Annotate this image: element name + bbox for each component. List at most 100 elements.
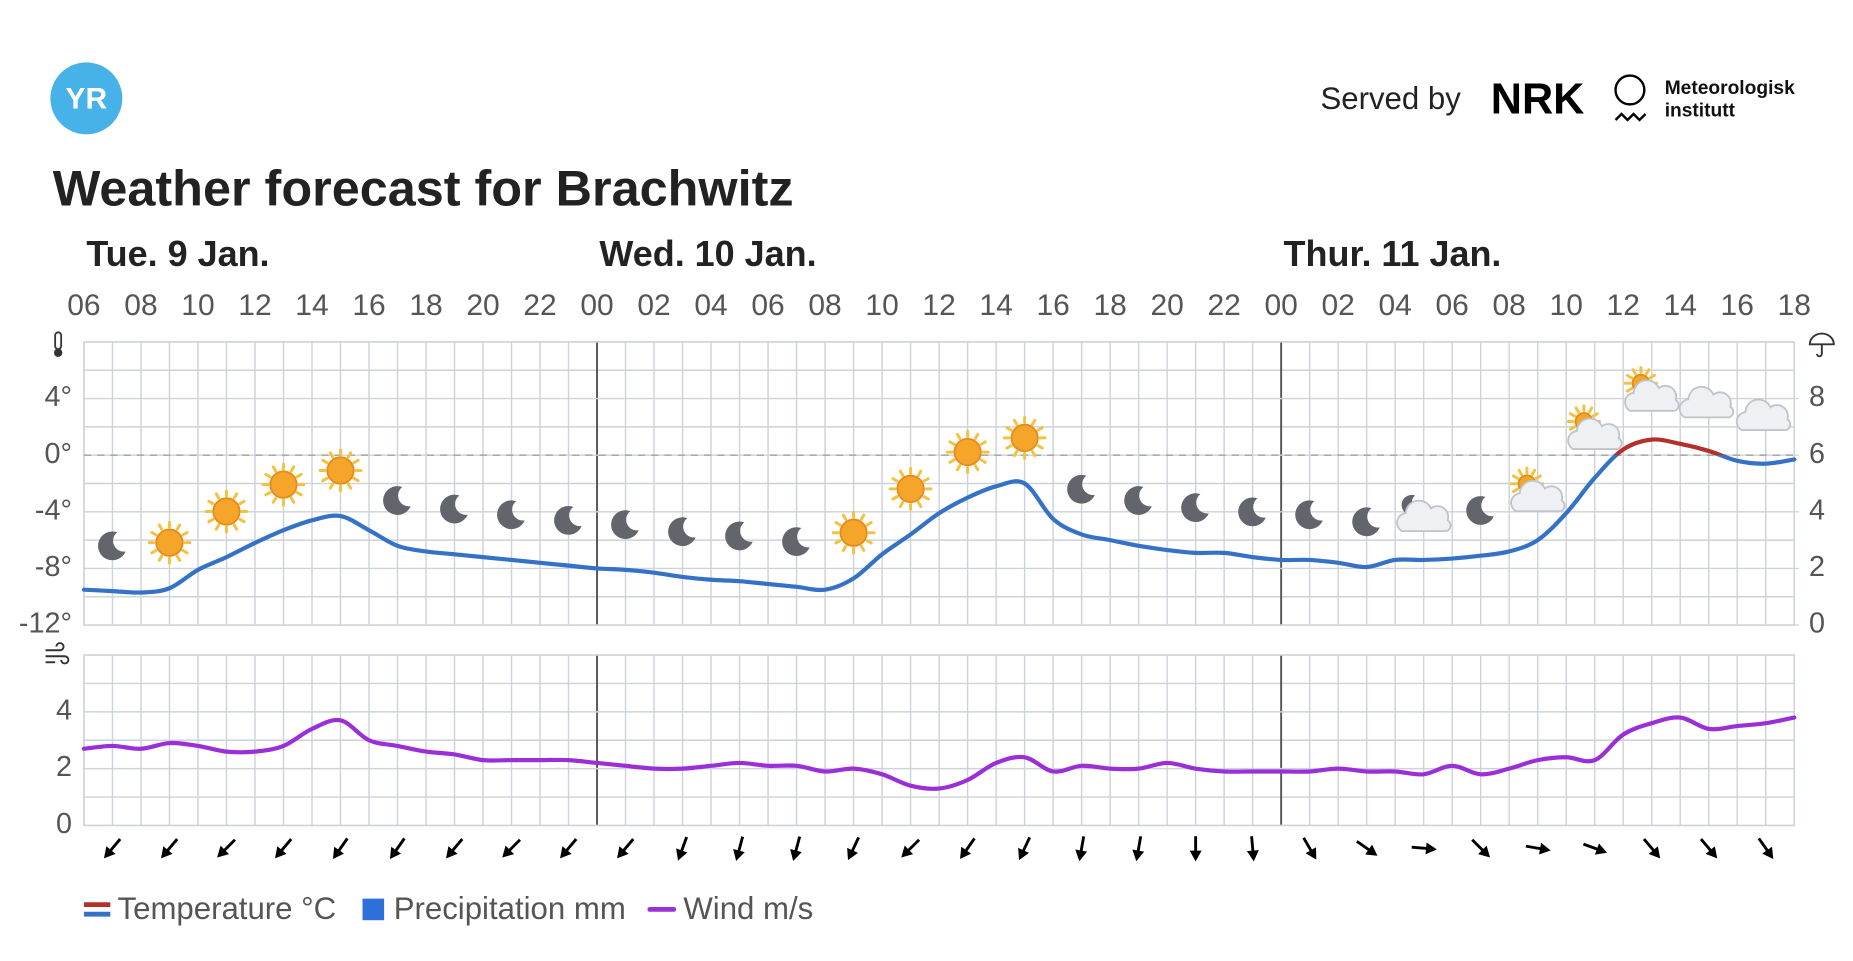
arrow-head — [1246, 850, 1259, 862]
sun-ray — [1012, 449, 1019, 458]
wind-tick-label: 4 — [56, 694, 72, 726]
x-tick-label: 00 — [580, 289, 613, 322]
wind-arrow — [1189, 836, 1202, 862]
sun-ray — [271, 465, 278, 473]
sun-ray — [865, 521, 873, 527]
wind-arrow — [217, 838, 236, 858]
sun-ray — [916, 469, 923, 477]
arrow-head — [733, 848, 745, 861]
weather-symbol — [1466, 496, 1494, 525]
sun-ray — [1587, 406, 1594, 414]
sun-ray — [264, 490, 272, 497]
legend-swatch — [362, 898, 385, 921]
sun-ray — [238, 499, 246, 506]
arrow-head — [446, 846, 458, 859]
weather-symbol — [554, 505, 582, 535]
arrow-head — [217, 845, 230, 858]
weather-symbol — [888, 466, 933, 511]
wind-arrow — [1302, 837, 1317, 860]
wind-arrow — [1757, 837, 1774, 860]
weather-symbol — [1566, 404, 1623, 450]
met-name: Meteorologisk — [1665, 78, 1795, 99]
legend-item: Precipitation mm — [362, 891, 626, 926]
nrk-logo[interactable]: NRK — [1491, 75, 1585, 123]
sun-ray — [1625, 373, 1634, 380]
sun-ray — [891, 495, 899, 501]
yr-logo[interactable]: YR — [50, 62, 123, 135]
wind-arrow — [502, 838, 522, 858]
x-tick-label: 12 — [922, 289, 955, 322]
x-tick-label: 14 — [1664, 289, 1697, 322]
sun-disc — [326, 456, 355, 485]
sun-ray — [834, 521, 842, 527]
moon — [1181, 493, 1209, 523]
sun-ray — [1625, 387, 1634, 393]
sun-ray — [207, 517, 215, 524]
sun-ray — [1530, 468, 1537, 476]
weather-symbol — [945, 430, 990, 474]
moon — [782, 527, 810, 557]
arrow-head — [332, 846, 345, 860]
legend-label: Precipitation mm — [394, 891, 626, 926]
cloud — [1510, 479, 1566, 513]
legend-item: Wind m/s — [647, 891, 813, 926]
wind-arrow — [676, 836, 689, 861]
y-tick-label: -8° — [35, 551, 72, 583]
sun-ray — [181, 548, 189, 555]
arrow-head — [1189, 850, 1202, 862]
arrow-head — [275, 846, 287, 859]
x-tick-label: 04 — [1378, 289, 1411, 322]
weather-symbol — [1295, 500, 1323, 530]
legend-label: Temperature °C — [118, 891, 337, 926]
arrow-head — [617, 846, 629, 859]
sun-disc — [155, 528, 184, 557]
weather-symbol — [440, 494, 468, 524]
sun-ray — [328, 482, 335, 490]
sun-ray — [1631, 368, 1638, 376]
arrow-head — [676, 848, 688, 861]
grid — [83, 341, 1795, 827]
wind-tick-label: 2 — [56, 751, 72, 783]
weather-symbol — [1623, 366, 1680, 412]
wind-icon — [45, 642, 70, 665]
sun-ray — [289, 496, 296, 504]
sun-ray — [1644, 368, 1651, 376]
moon — [1466, 496, 1494, 525]
y2-tick-label: 6 — [1809, 438, 1825, 470]
sun-ray — [238, 517, 246, 524]
x-tick-label: 10 — [181, 289, 214, 322]
x-tick-label: 06 — [1436, 289, 1469, 322]
sun-ray — [1568, 412, 1577, 418]
y-tick-label: 4° — [44, 381, 72, 413]
sun-ray — [181, 530, 189, 537]
x-tick-label: 22 — [523, 289, 556, 322]
thermometer-icon — [53, 331, 63, 357]
y2-tick-label: 2 — [1809, 551, 1825, 583]
weather-symbol — [1396, 494, 1452, 533]
sun-ray — [955, 464, 962, 472]
sun-disc — [1010, 423, 1039, 453]
moon — [1352, 507, 1380, 537]
moon — [1124, 486, 1152, 515]
cloud — [1624, 379, 1680, 412]
panel-border — [83, 341, 1795, 626]
sun-ray — [922, 477, 930, 483]
weather-symbol — [204, 489, 249, 534]
cloud — [1678, 385, 1735, 419]
sun-disc — [896, 474, 925, 503]
moon — [497, 500, 525, 530]
x-tick-label: 04 — [694, 289, 727, 322]
sun-ray — [295, 472, 303, 479]
wind-arrow — [389, 837, 406, 860]
sun-ray — [955, 432, 962, 441]
arrow-head — [1305, 847, 1317, 860]
x-tick-label: 10 — [1550, 289, 1583, 322]
sun-ray — [346, 451, 353, 459]
weather-symbol — [1238, 497, 1266, 527]
arrow-head — [160, 846, 173, 859]
wind-arrow — [1132, 836, 1145, 862]
met-wave — [1614, 112, 1647, 122]
met-logo[interactable]: Meteorologisk institutt — [1614, 74, 1796, 122]
sun-disc — [953, 437, 982, 467]
